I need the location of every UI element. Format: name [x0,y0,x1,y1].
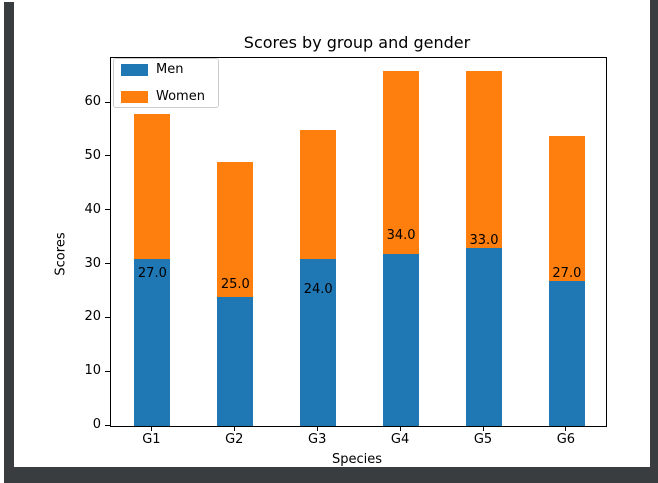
legend-label-women: Women [156,89,205,104]
y-tick-mark-10 [105,370,110,372]
x-tick-label-g5: G5 [473,432,493,447]
y-tick-label-60: 60 [84,94,101,110]
bar-value-label-g2: 25.0 [220,276,250,292]
y-tick-label-10: 10 [84,363,101,379]
figure-canvas: Scores by group and gender Scores Specie… [14,0,650,467]
legend-label-men: Men [156,62,184,77]
bar-segment-g6-women [548,135,585,281]
x-tick-label-g4: G4 [390,432,410,447]
bar-segment-g5-men [466,248,502,426]
bar-value-label-g6: 27.0 [552,265,582,281]
y-tick-label-0: 0 [92,417,101,432]
x-tick-mark-g2 [233,426,235,431]
x-axis-label: Species [331,452,383,467]
y-tick-label-20: 20 [84,309,101,325]
window-frame-bottom [4,467,658,483]
bar-value-label-g5: 33.0 [469,233,499,249]
plot-area: 27.0 25.0 24.0 34.0 33.0 27.0 [110,57,607,427]
bar-segment-g6-men [548,280,585,426]
bar-segment-g4-women [383,70,420,254]
chart-title: Scores by group and gender [243,33,471,52]
bar-segment-g5-women [466,70,502,249]
y-tick-label-50: 50 [84,147,101,163]
y-tick-mark-30 [105,263,110,265]
y-tick-mark-0 [105,424,110,426]
x-tick-mark-g1 [150,426,152,431]
y-tick-label-30: 30 [84,255,101,271]
bar-value-label-g3: 24.0 [303,281,333,297]
legend: Men Women [113,58,219,108]
women-series-swatch [121,91,148,103]
bar-segment-g3-women [300,130,337,260]
bar-segment-g2-women [217,162,254,297]
x-tick-label-g2: G2 [225,432,244,447]
x-tick-mark-g6 [565,426,567,431]
x-tick-mark-g4 [399,426,401,431]
bar-segment-g1-women [134,113,171,260]
x-tick-mark-g5 [482,426,484,431]
y-tick-label-40: 40 [84,201,101,217]
y-tick-mark-40 [105,209,110,211]
bar-value-label-g1: 27.0 [137,265,167,281]
x-tick-label-g1: G1 [142,432,161,447]
window-frame-right [650,0,658,483]
y-tick-mark-60 [105,101,110,103]
bar-segment-g2-men [217,296,254,426]
window-frame-left [4,2,14,483]
men-series-swatch [121,64,148,76]
bar-value-label-g4: 34.0 [386,228,416,244]
x-tick-label-g6: G6 [556,432,576,447]
bar-segment-g4-men [383,253,420,426]
bar-segment-g1-men [134,259,171,426]
y-tick-mark-20 [105,316,110,318]
x-tick-label-g3: G3 [308,432,327,447]
y-tick-mark-50 [105,155,110,157]
x-tick-mark-g3 [316,426,318,431]
bar-segment-g3-men [300,259,337,426]
